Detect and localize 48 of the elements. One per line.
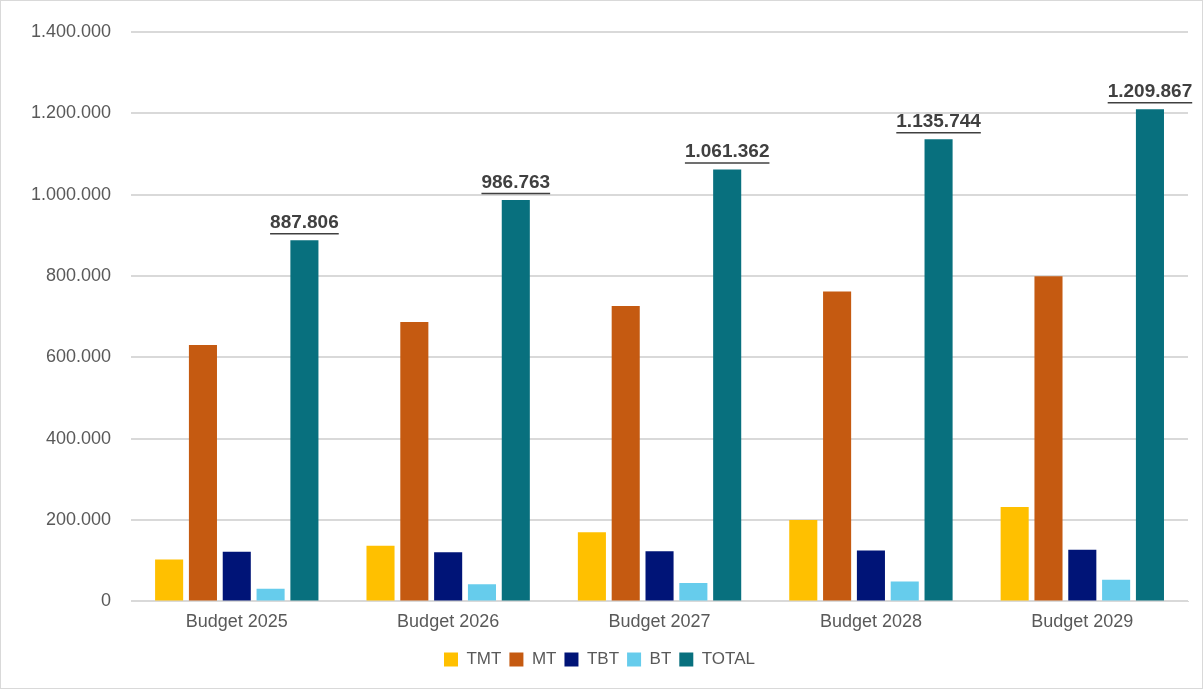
bar	[467, 584, 497, 601]
bar	[679, 583, 708, 601]
bar	[890, 581, 919, 601]
bar	[1135, 109, 1164, 601]
bar	[577, 532, 606, 601]
legend-label: BT	[649, 649, 672, 669]
bar	[400, 321, 429, 601]
y-tick-label: 1.400.000	[31, 20, 112, 41]
x-tick-label: Budget 2025	[185, 611, 288, 632]
data-label: 1.135.744	[896, 110, 982, 132]
data-label: 1.061.362	[684, 140, 770, 162]
data-label: 986.763	[481, 170, 551, 192]
data-label: 1.209.867	[1107, 79, 1193, 101]
legend-label: TBT	[586, 649, 620, 669]
x-tick-label: Budget 2026	[397, 611, 500, 632]
x-tick-label: Budget 2027	[608, 611, 711, 632]
y-tick-label: 600.000	[46, 346, 112, 367]
bar	[1102, 579, 1131, 601]
bar	[645, 551, 674, 601]
bar	[1068, 549, 1097, 601]
bar	[434, 552, 463, 601]
x-tick-label: Budget 2028	[819, 611, 922, 632]
legend-label: TOTAL	[701, 649, 756, 669]
data-label: 887.806	[270, 210, 339, 232]
bar	[1000, 507, 1029, 601]
bar	[789, 520, 818, 601]
bar	[713, 169, 742, 601]
y-tick-label: 1.000.000	[31, 183, 112, 204]
bar	[924, 139, 953, 601]
x-tick-label: Budget 2029	[1031, 611, 1134, 632]
y-tick-label: 800.000	[46, 264, 112, 285]
bar	[611, 306, 640, 601]
bar	[188, 345, 217, 601]
bar	[1034, 276, 1063, 601]
bar	[155, 559, 184, 601]
legend-label: TMT	[466, 649, 502, 669]
bar	[290, 240, 319, 601]
y-tick-label: 0	[101, 590, 112, 611]
bar	[256, 588, 285, 601]
y-tick-label: 400.000	[46, 427, 112, 448]
bar	[366, 545, 395, 601]
y-tick-label: 1.200.000	[31, 102, 112, 123]
bar	[823, 291, 852, 601]
bar	[501, 199, 530, 601]
bar	[222, 551, 251, 601]
y-tick-label: 200.000	[46, 509, 112, 529]
bar	[856, 550, 885, 601]
legend-label: MT	[531, 649, 557, 669]
